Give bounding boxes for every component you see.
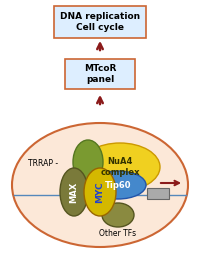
Ellipse shape bbox=[80, 143, 160, 191]
FancyBboxPatch shape bbox=[54, 6, 146, 38]
Text: TRRAP -: TRRAP - bbox=[28, 159, 58, 167]
Text: Tip60: Tip60 bbox=[105, 180, 131, 190]
Text: MTcoR
panel: MTcoR panel bbox=[84, 64, 116, 84]
Text: NuA4
complex: NuA4 complex bbox=[100, 157, 140, 177]
Text: Other TFs: Other TFs bbox=[99, 229, 137, 237]
Ellipse shape bbox=[90, 171, 146, 199]
Ellipse shape bbox=[84, 168, 116, 216]
Text: DNA replication
Cell cycle: DNA replication Cell cycle bbox=[60, 12, 140, 32]
Text: MAX: MAX bbox=[70, 181, 78, 203]
FancyBboxPatch shape bbox=[65, 59, 135, 89]
Bar bbox=[147, 187, 169, 198]
Text: MYC: MYC bbox=[96, 181, 104, 203]
Ellipse shape bbox=[102, 203, 134, 227]
Ellipse shape bbox=[73, 140, 103, 184]
Ellipse shape bbox=[60, 168, 88, 216]
Ellipse shape bbox=[12, 123, 188, 247]
